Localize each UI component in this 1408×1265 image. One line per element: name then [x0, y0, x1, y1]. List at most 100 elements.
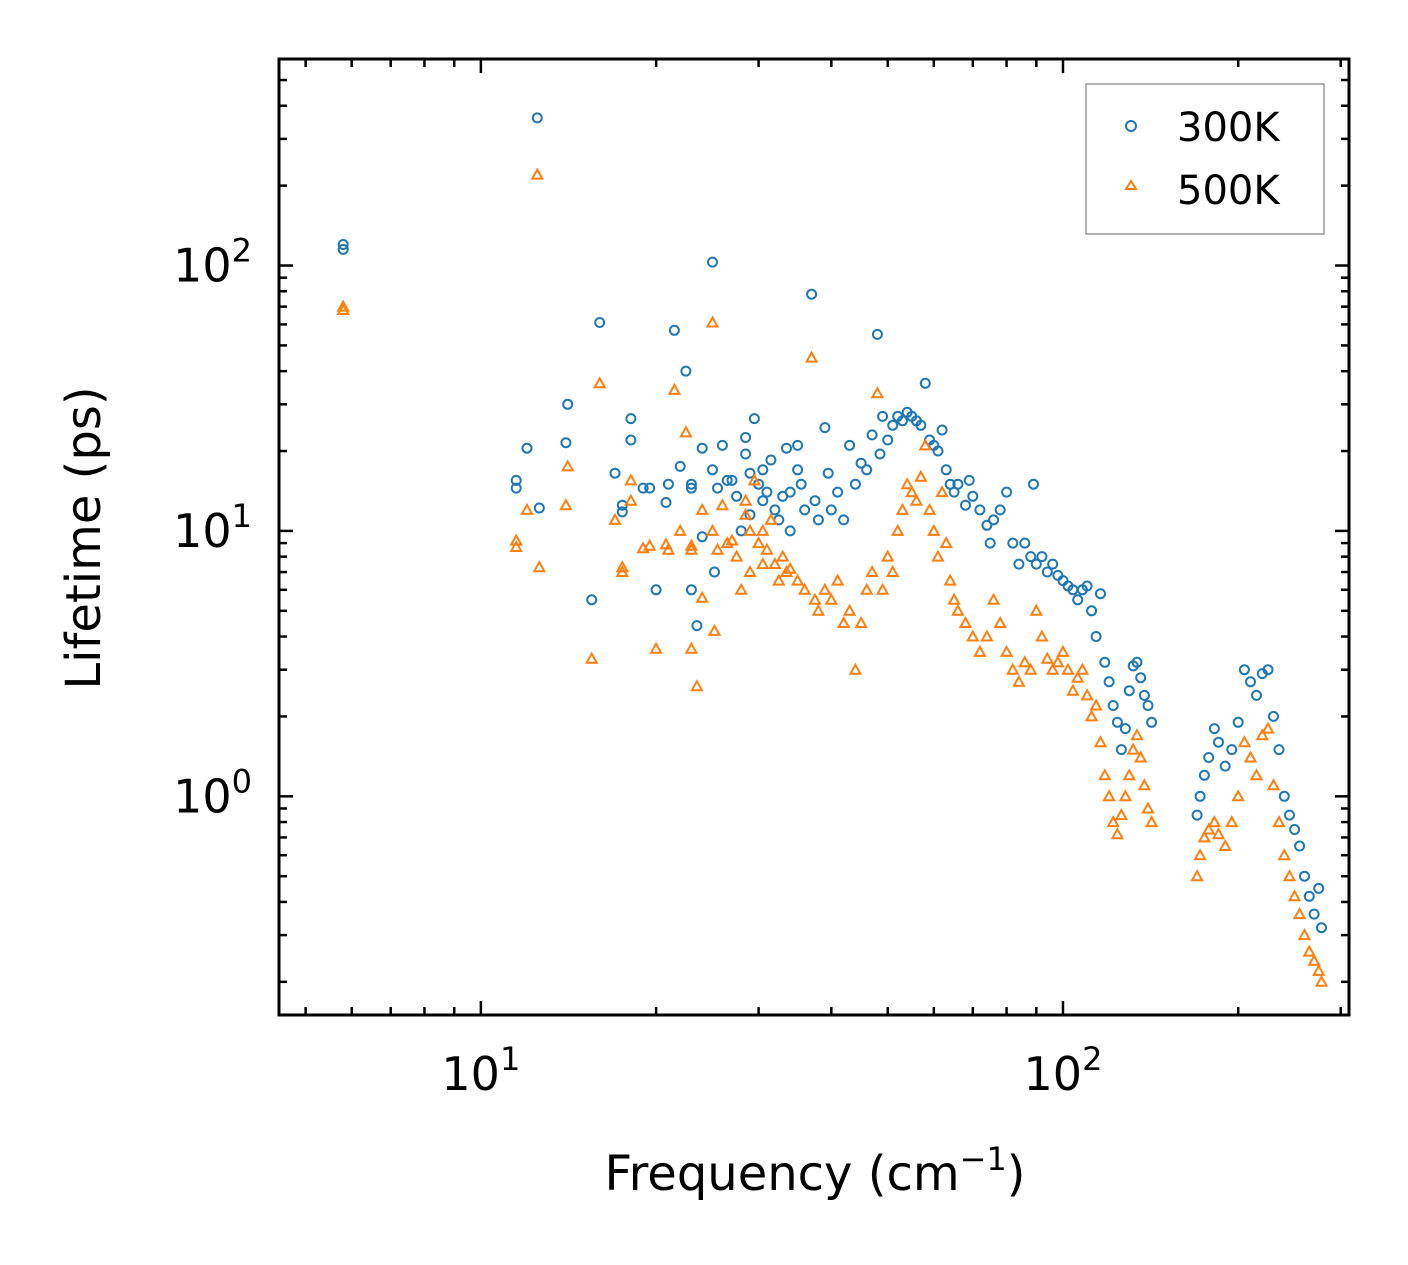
point-500K — [886, 564, 900, 577]
point-300K — [1219, 760, 1231, 772]
point-500K — [922, 502, 937, 515]
point-500K — [1137, 778, 1152, 791]
legend-marker-300k — [1125, 120, 1137, 132]
point-300K — [1191, 809, 1203, 821]
point-300K — [1284, 809, 1295, 821]
point-300K — [1107, 700, 1119, 711]
point-500K — [530, 167, 544, 180]
point-500K — [1126, 742, 1140, 755]
point-500K — [772, 573, 786, 586]
point-500K — [900, 477, 914, 490]
point-300K — [685, 478, 697, 490]
point-300K — [1036, 551, 1048, 563]
point-500K — [1134, 750, 1148, 763]
point-500K — [684, 641, 699, 654]
point-300K — [936, 424, 948, 436]
point-300K — [792, 439, 804, 451]
point-500K — [1292, 907, 1307, 920]
point-300K — [1294, 840, 1306, 852]
point-300K — [1095, 588, 1106, 600]
point-500K — [768, 557, 782, 570]
point-300K — [707, 256, 718, 268]
point-500K — [966, 629, 980, 642]
point-500K — [824, 592, 838, 605]
point-500K — [705, 315, 720, 328]
point-500K — [1122, 768, 1136, 781]
point-500K — [1297, 928, 1312, 941]
point-500K — [1255, 728, 1269, 741]
point-300K — [819, 422, 831, 434]
point-500K — [1277, 848, 1291, 861]
point-300K — [1232, 716, 1244, 728]
point-500K — [1046, 662, 1060, 675]
point-500K — [725, 533, 739, 546]
point-300K — [1142, 700, 1154, 711]
point-300K — [838, 514, 850, 526]
point-500K — [1098, 768, 1112, 781]
point-500K — [585, 651, 599, 664]
point-500K — [804, 350, 819, 363]
point-300K — [1299, 870, 1310, 882]
point-500K — [1211, 827, 1226, 840]
point-300K — [960, 499, 971, 511]
point-300K — [510, 482, 522, 494]
point-500K — [1061, 662, 1075, 675]
point-500K — [931, 549, 945, 562]
point-300K — [709, 566, 720, 578]
point-300K — [795, 478, 807, 490]
point-500K — [830, 573, 845, 586]
point-500K — [1106, 815, 1120, 828]
x-tick-label: 102 — [1024, 1040, 1103, 1101]
point-500K — [1035, 629, 1049, 642]
point-300K — [721, 474, 733, 486]
point-300K — [680, 365, 692, 377]
point-300K — [792, 464, 804, 476]
point-300K — [731, 490, 743, 502]
point-500K — [1130, 728, 1144, 741]
point-500K — [848, 662, 863, 675]
point-300K — [809, 495, 821, 507]
point-300K — [769, 504, 781, 516]
point-300K — [1030, 558, 1042, 570]
point-300K — [1313, 882, 1325, 894]
point-300K — [337, 239, 349, 250]
point-300K — [1138, 689, 1150, 701]
y-tick-label: 102 — [173, 232, 252, 293]
series-500K — [336, 167, 1329, 987]
point-500K — [684, 542, 699, 555]
point-500K — [1012, 674, 1026, 687]
point-500K — [1024, 662, 1038, 675]
point-300K — [740, 432, 752, 443]
point-500K — [1080, 688, 1094, 701]
point-500K — [743, 564, 757, 577]
point-300K — [337, 243, 349, 255]
point-500K — [734, 582, 748, 595]
axis-ticks: 101 102 100 101 102 — [173, 57, 1349, 1101]
point-500K — [673, 523, 687, 536]
point-500K — [860, 582, 874, 595]
point-300K — [1072, 594, 1084, 606]
point-300K — [952, 478, 964, 490]
point-300K — [560, 437, 572, 449]
point-500K — [1302, 944, 1316, 957]
point-300K — [784, 486, 796, 498]
point-300K — [874, 448, 886, 460]
point-500K — [615, 560, 629, 573]
point-500K — [935, 485, 949, 498]
point-500K — [695, 502, 709, 515]
point-300K — [716, 439, 728, 451]
point-300K — [637, 482, 649, 494]
point-500K — [790, 573, 805, 586]
point-500K — [1093, 735, 1108, 748]
point-300K — [1123, 685, 1135, 697]
point-300K — [781, 442, 792, 454]
point-500K — [1144, 815, 1159, 828]
series-300K — [337, 112, 1327, 934]
point-500K — [643, 538, 657, 551]
point-500K — [764, 512, 778, 525]
point-300K — [707, 464, 718, 476]
point-500K — [1051, 655, 1065, 668]
point-300K — [740, 448, 752, 460]
point-500K — [720, 536, 734, 549]
point-300K — [668, 324, 680, 336]
